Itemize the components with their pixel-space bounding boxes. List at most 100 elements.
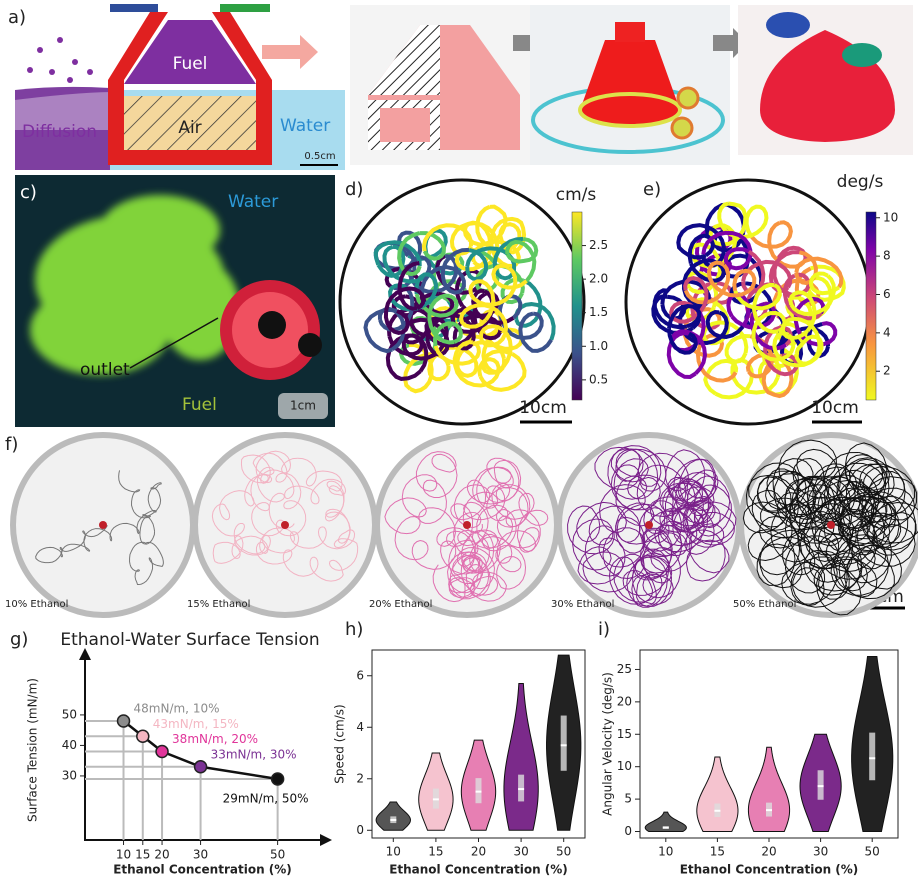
trajectory [492,236,524,281]
trajectory [666,328,698,355]
trajectory [477,357,501,386]
trajectory [425,314,450,357]
trajectory [682,496,712,548]
trajectory [688,523,725,548]
trajectory [637,448,662,487]
trajectory [462,557,490,594]
trajectory [383,309,410,336]
trajectory [293,539,295,542]
trajectory [134,571,152,586]
trajectory [647,508,689,557]
trajectory [679,486,715,511]
trajectory [615,516,646,557]
trajectory [147,482,162,507]
trajectory [637,452,690,490]
dish-caption: 10% Ethanol [5,599,68,610]
y-tick-label: 25 [617,662,632,676]
colorbar-unit: cm/s [556,185,597,205]
trajectory [447,552,475,594]
trajectory [733,283,782,311]
y-tick-label: 30 [62,768,77,782]
trajectory [642,574,674,598]
trajectory [751,490,805,539]
trajectory [803,503,840,563]
trajectory [485,485,515,504]
trajectory [425,455,458,498]
trajectory [453,511,476,557]
fuel-label: Fuel [173,54,208,74]
trajectory [397,261,420,311]
trajectory [668,477,710,524]
trajectory [131,489,141,513]
x-tick-label: 30 [513,845,528,859]
trajectory [283,491,302,510]
trajectory [493,459,522,496]
x-tick-label: 15 [428,845,443,859]
trajectory [216,503,231,521]
trajectory [219,490,255,514]
guide-line [85,777,279,840]
trajectory [872,512,906,549]
trajectory [809,271,840,296]
trajectory [615,504,646,554]
trajectory [281,457,298,474]
trajectory [145,531,156,545]
trajectory [650,547,691,572]
trajectory [427,293,455,345]
trajectory [763,515,801,576]
trajectory [594,446,634,490]
panel-d: d) cm/s 10cm 0.5 1.0 1.5 2.0 2.5 [338,178,608,426]
trajectory [496,556,522,588]
trajectory [448,574,481,600]
y-axis-label: Surface Tension (mN/m) [26,678,40,822]
scale-label: 10cm [519,398,567,418]
trajectory [695,336,738,383]
trajectory [811,496,844,547]
trajectory [282,549,293,572]
trajectory [139,518,147,545]
trajectory [432,564,439,583]
trajectory [842,496,881,532]
trajectory [793,296,825,336]
x-tick-label: 10 [386,845,401,859]
trajectory [856,478,887,517]
trajectory [231,535,251,559]
x-tick-label: 50 [556,845,571,859]
trajectory [457,529,483,547]
trajectory [414,272,439,308]
trajectory [285,500,307,537]
trajectory [660,279,711,305]
trajectory [615,475,648,517]
trajectory [868,471,903,521]
y-axis-label: Angular Velocity (deg/s) [601,672,615,816]
trajectory [751,333,796,362]
trajectory [82,525,108,538]
trajectory [328,559,344,578]
data-label: 29mN/m, 50% [223,791,309,805]
trajectory [599,484,632,534]
trajectory [861,476,895,529]
data-point [116,714,131,728]
trajectory [494,467,514,489]
trajectory [363,307,398,354]
trajectory [255,542,290,565]
trajectory [240,455,269,484]
trajectory [809,550,848,582]
guide-line [85,720,125,840]
trajectory [843,486,883,518]
trajectory [837,508,876,559]
trajectory [706,260,744,298]
trajectory [129,541,147,565]
trajectory [323,529,356,550]
trajectory [638,507,678,557]
trajectory [416,540,457,570]
trajectory [263,452,288,483]
trajectory [666,331,697,379]
trajectory [472,571,507,600]
trajectory [677,479,711,504]
trajectory [856,515,891,554]
trajectory [489,217,520,269]
trajectory [723,247,751,271]
trajectory [148,557,157,573]
